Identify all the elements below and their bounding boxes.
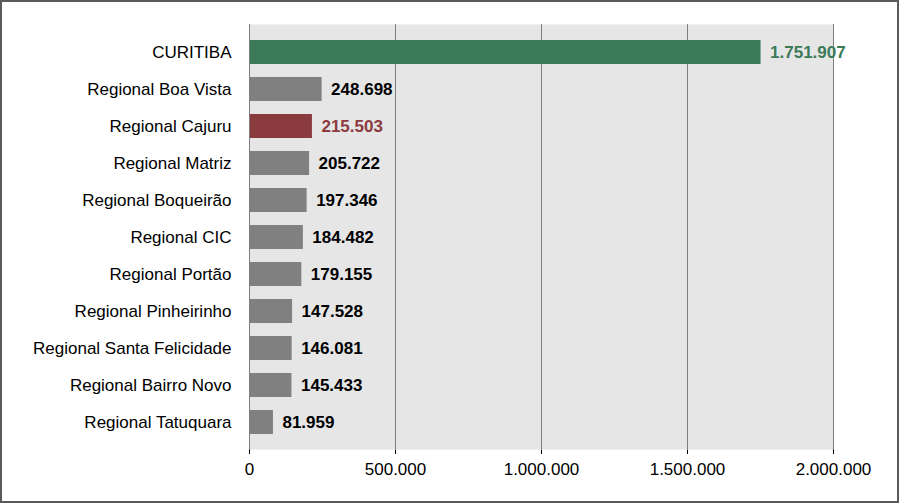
svg-text:147.528: 147.528	[302, 302, 363, 321]
svg-text:Regional Cajuru: Regional Cajuru	[110, 117, 232, 136]
svg-text:145.433: 145.433	[301, 376, 362, 395]
svg-text:Regional CIC: Regional CIC	[130, 228, 231, 247]
svg-text:1.751.907: 1.751.907	[770, 43, 846, 62]
svg-text:179.155: 179.155	[311, 265, 372, 284]
svg-text:Regional Tatuquara: Regional Tatuquara	[84, 413, 232, 432]
svg-text:184.482: 184.482	[312, 228, 373, 247]
svg-text:197.346: 197.346	[316, 191, 377, 210]
svg-text:215.503: 215.503	[321, 117, 382, 136]
svg-text:Regional Bairro Novo: Regional Bairro Novo	[70, 376, 232, 395]
svg-text:205.722: 205.722	[319, 154, 380, 173]
svg-text:248.698: 248.698	[331, 80, 392, 99]
svg-text:Regional Matriz: Regional Matriz	[113, 154, 231, 173]
svg-text:500.000: 500.000	[365, 460, 426, 479]
svg-text:81.959: 81.959	[282, 413, 334, 432]
svg-text:Regional Portão: Regional Portão	[110, 265, 232, 284]
svg-text:Regional Boa Vista: Regional Boa Vista	[87, 80, 232, 99]
svg-text:0: 0	[245, 460, 254, 479]
svg-text:146.081: 146.081	[301, 339, 362, 358]
svg-text:CURITIBA: CURITIBA	[152, 43, 232, 62]
svg-text:Regional Santa Felicidade: Regional Santa Felicidade	[33, 339, 231, 358]
svg-text:2.000.000: 2.000.000	[796, 460, 872, 479]
svg-text:1.500.000: 1.500.000	[650, 460, 726, 479]
svg-text:Regional Boqueirão: Regional Boqueirão	[82, 191, 231, 210]
svg-text:Regional Pinheirinho: Regional Pinheirinho	[75, 302, 232, 321]
svg-text:1.000.000: 1.000.000	[504, 460, 580, 479]
